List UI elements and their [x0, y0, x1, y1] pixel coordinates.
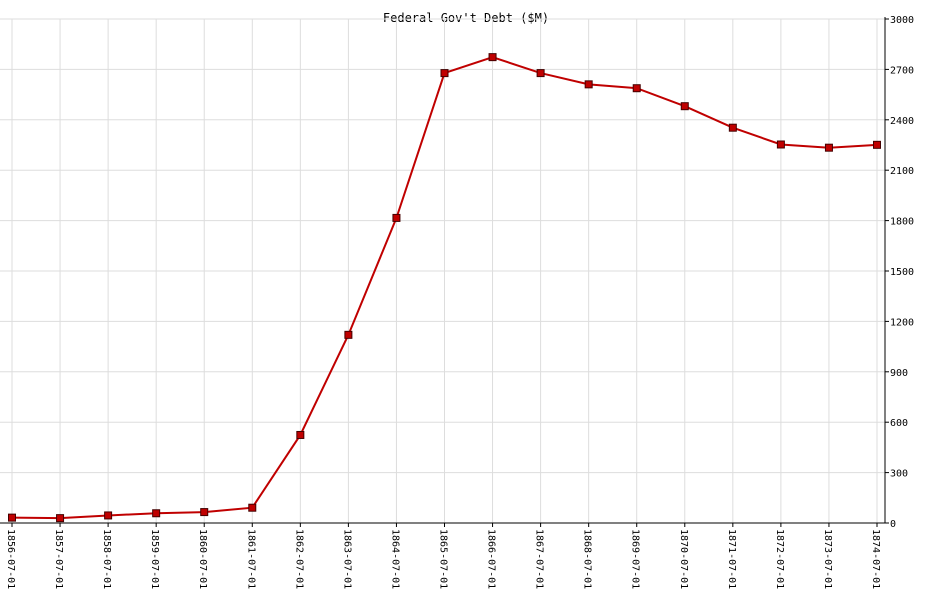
data-point: [584, 80, 593, 89]
x-tick-label: 1866-07-01: [486, 529, 497, 589]
x-tick-label: 1863-07-01: [341, 529, 352, 589]
x-tick-label: 1862-07-01: [293, 529, 304, 589]
data-point: [104, 511, 113, 520]
data-point: [296, 430, 305, 439]
data-point: [440, 69, 449, 78]
data-point: [8, 513, 16, 522]
data-point: [344, 330, 353, 339]
data-point: [632, 84, 641, 93]
y-tick-label: 1800: [890, 217, 914, 228]
x-tick-label: 1857-07-01: [53, 529, 64, 589]
x-tick-label: 1874-07-01: [870, 529, 881, 589]
x-tick-label: 1861-07-01: [245, 529, 256, 589]
x-tick-label: 1858-07-01: [101, 529, 112, 589]
x-tick-label: 1856-07-01: [5, 529, 16, 589]
data-point: [200, 508, 209, 517]
data-point: [152, 509, 161, 518]
data-point: [488, 53, 497, 62]
data-point: [873, 140, 881, 149]
y-tick-label: 2100: [890, 166, 914, 177]
y-tick-label: 2700: [890, 65, 914, 76]
x-tick-label: 1871-07-01: [726, 529, 737, 589]
chart-title: Federal Gov't Debt ($M): [383, 11, 549, 25]
data-point: [536, 69, 545, 78]
data-point: [248, 503, 257, 512]
data-point: [728, 123, 737, 132]
x-tick-label: 1865-07-01: [438, 529, 449, 589]
data-point: [776, 140, 785, 149]
x-tick-label: 1864-07-01: [389, 529, 400, 589]
y-tick-label: 0: [890, 519, 896, 530]
x-tick-label: 1873-07-01: [822, 529, 833, 589]
y-tick-label: 1500: [890, 267, 914, 278]
y-tick-label: 2400: [890, 116, 914, 127]
y-tick-label: 1200: [890, 317, 914, 328]
data-point: [824, 143, 833, 152]
x-tick-label: 1859-07-01: [149, 529, 160, 589]
y-tick-label: 300: [890, 469, 908, 480]
x-tick-label: 1868-07-01: [582, 529, 593, 589]
y-tick-label: 600: [890, 418, 908, 429]
data-point: [680, 102, 689, 111]
x-tick-label: 1860-07-01: [197, 529, 208, 589]
x-tick-label: 1869-07-01: [630, 529, 641, 589]
data-point: [392, 213, 401, 222]
x-tick-label: 1870-07-01: [678, 529, 689, 589]
x-tick-label: 1867-07-01: [534, 529, 545, 589]
y-tick-label: 900: [890, 368, 908, 379]
x-tick-label: 1872-07-01: [774, 529, 785, 589]
data-point: [56, 514, 65, 523]
y-tick-label: 3000: [890, 15, 914, 26]
